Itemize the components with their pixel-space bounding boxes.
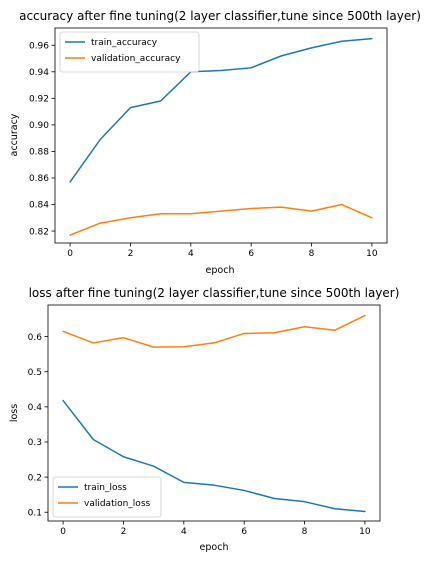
accuracy-y-tick-label: 0.92 [29, 95, 49, 105]
loss-x-axis-label: epoch [200, 542, 229, 553]
accuracy-series-line-validation_accuracy [69, 203, 373, 236]
loss-x-tick-label: 4 [181, 527, 187, 537]
accuracy-legend-box [59, 31, 200, 73]
loss-chart-title: loss after fine tuning(2 layer classifie… [29, 286, 400, 300]
loss-legend-label-validation_loss: validation_loss [84, 499, 151, 509]
accuracy-x-axis-label: epoch [206, 265, 235, 276]
loss-series-line-validation_loss [62, 314, 366, 348]
accuracy-y-tick-label: 0.94 [29, 68, 49, 78]
loss-series-line-train_loss [62, 399, 366, 513]
loss-y-tick-label: 0.1 [28, 508, 42, 518]
loss-legend-box [52, 476, 162, 518]
loss-x-tick-label: 2 [121, 527, 127, 537]
accuracy-y-axis-label: accuracy [9, 113, 20, 156]
accuracy-chart: accuracy after fine tuning(2 layer class… [9, 9, 421, 276]
loss-y-axis-label: loss [9, 404, 20, 422]
accuracy-x-tick-label: 4 [188, 249, 194, 259]
loss-y-tick-label: 0.4 [28, 403, 43, 413]
accuracy-series-line-train_accuracy [69, 37, 373, 183]
accuracy-y-tick-label: 0.82 [29, 227, 49, 237]
accuracy-chart-title: accuracy after fine tuning(2 layer class… [19, 9, 421, 23]
loss-y-tick-label: 0.6 [28, 333, 43, 343]
loss-chart: loss after fine tuning(2 layer classifie… [9, 286, 399, 553]
accuracy-x-tick-label: 2 [128, 249, 134, 259]
accuracy-x-tick-label: 10 [366, 249, 378, 259]
loss-axes-frame [47, 304, 381, 522]
loss-x-tick-label: 8 [302, 527, 308, 537]
accuracy-legend-label-train_accuracy: train_accuracy [91, 38, 158, 48]
loss-x-tick-label: 10 [359, 527, 371, 537]
accuracy-axes-frame [54, 27, 388, 244]
loss-x-tick-label: 0 [60, 527, 66, 537]
accuracy-x-tick-label: 8 [309, 249, 315, 259]
accuracy-y-tick-label: 0.84 [29, 201, 49, 211]
loss-x-tick-label: 6 [241, 527, 247, 537]
accuracy-y-tick-label: 0.86 [29, 174, 49, 184]
loss-y-tick-label: 0.5 [28, 368, 42, 378]
accuracy-y-tick-label: 0.96 [29, 41, 49, 51]
accuracy-x-tick-label: 6 [248, 249, 254, 259]
loss-y-tick-label: 0.2 [28, 473, 42, 483]
accuracy-x-tick-label: 0 [67, 249, 73, 259]
accuracy-legend-label-validation_accuracy: validation_accuracy [91, 54, 181, 64]
accuracy-y-tick-label: 0.90 [29, 121, 49, 131]
loss-y-tick-label: 0.3 [28, 438, 42, 448]
accuracy-y-tick-label: 0.88 [29, 148, 49, 158]
loss-legend-label-train_loss: train_loss [84, 483, 127, 493]
